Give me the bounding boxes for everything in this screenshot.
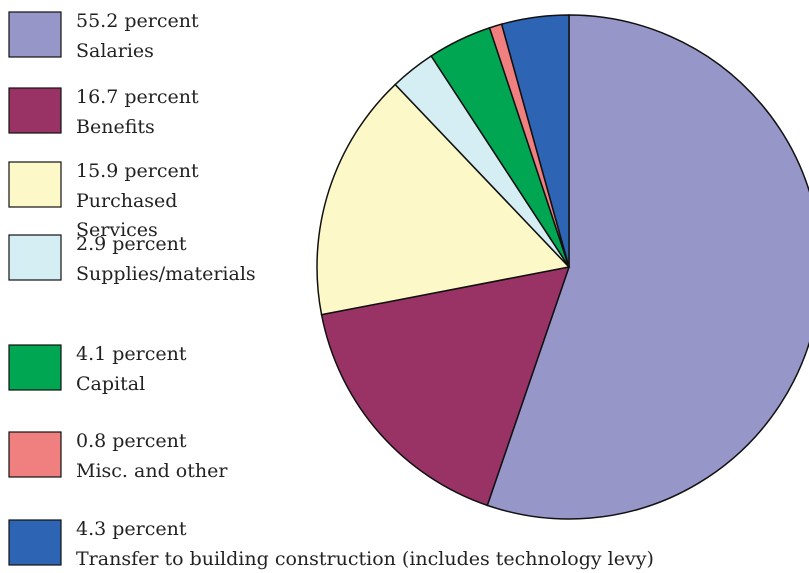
legend-swatch — [8, 11, 62, 58]
legend-label: Misc. and other — [76, 460, 228, 482]
pie-slice — [486, 14, 809, 520]
legend-label: Salaries — [76, 40, 154, 62]
legend-value-label: 2.9 percent — [76, 233, 187, 255]
legend-value-label: 4.1 percent — [76, 343, 187, 365]
legend-label: Transfer to building construction (inclu… — [76, 548, 654, 570]
legend-label: Purchased Services — [76, 190, 177, 241]
legend-swatch — [8, 234, 62, 281]
legend-value-label: 4.3 percent — [76, 518, 187, 540]
legend-value-label: 15.9 percent — [76, 160, 199, 182]
legend-value-label: 55.2 percent — [76, 10, 199, 32]
legend-swatch — [8, 519, 62, 566]
pie-slice — [500, 14, 570, 268]
pie-slice — [316, 83, 571, 316]
legend-label: Capital — [76, 373, 145, 395]
legend-value-label: 16.7 percent — [76, 86, 199, 108]
legend-value-label: 0.8 percent — [76, 430, 187, 452]
pie-slice — [320, 266, 571, 507]
legend-swatch — [8, 344, 62, 391]
legend-label: Supplies/materials — [76, 263, 256, 285]
legend-swatch — [8, 431, 62, 478]
legend-swatch — [8, 161, 62, 208]
legend-label: Benefits — [76, 116, 155, 138]
legend-swatch — [8, 87, 62, 134]
